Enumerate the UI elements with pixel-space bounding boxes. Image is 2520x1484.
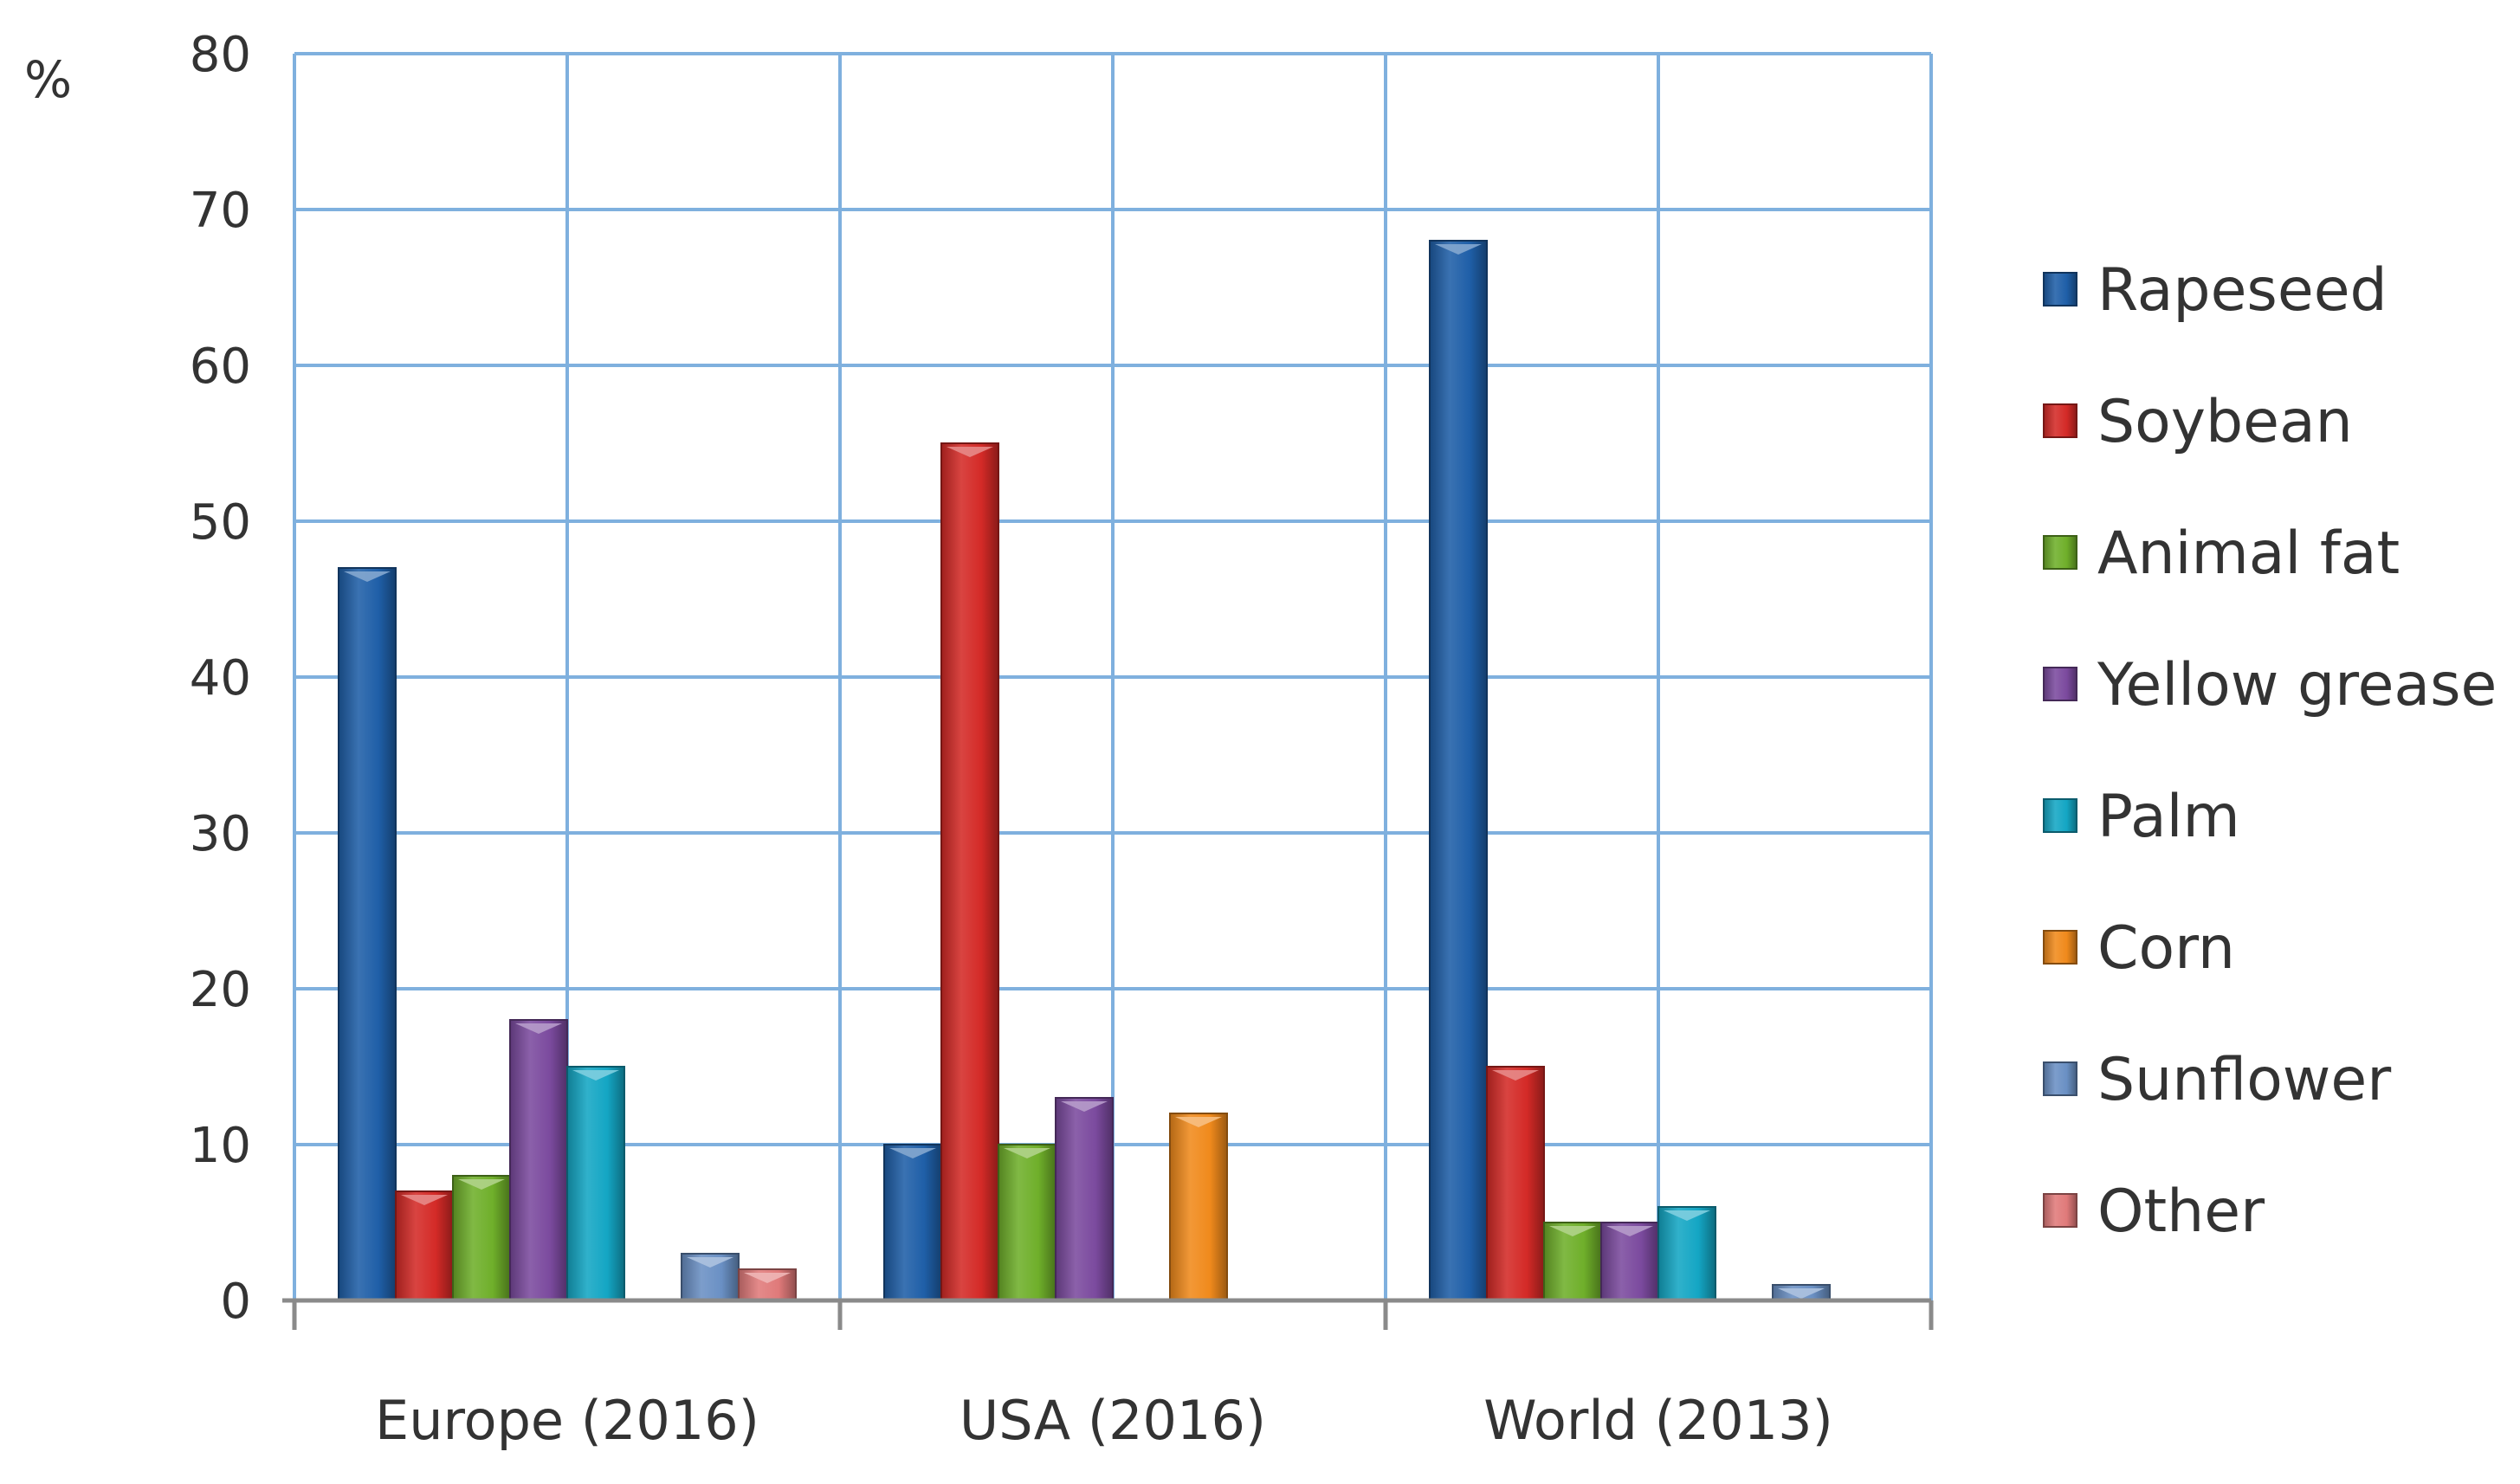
legend-label-other: Other	[2097, 1178, 2265, 1246]
y-tick-label: 70	[190, 183, 251, 239]
category-label-europe-2016: Europe (2016)	[375, 1389, 759, 1452]
bar-top-soybean-world-2013	[1492, 1070, 1539, 1081]
bar-animal-fat-europe-2016	[452, 1175, 511, 1301]
axes	[282, 1298, 1934, 1330]
bar-top-rapeseed-world-2013	[1435, 244, 1482, 255]
category-label-world-2013: World (2013)	[1483, 1389, 1833, 1452]
bar-soybean-usa-2016	[940, 442, 999, 1301]
bar-soybean-europe-2016	[395, 1190, 454, 1301]
legend-swatch-animal-fat	[2043, 535, 2077, 570]
bar-top-yellow-grease-usa-2016	[1061, 1101, 1108, 1112]
legend-swatch-other	[2043, 1193, 2077, 1228]
bar-top-palm-europe-2016	[572, 1070, 619, 1081]
bar-top-yellow-grease-europe-2016	[515, 1023, 562, 1034]
legend-swatch-corn	[2043, 930, 2077, 965]
legend-label-sunflower: Sunflower	[2097, 1046, 2391, 1114]
legend-label-palm: Palm	[2097, 783, 2240, 851]
y-tick-label: 20	[190, 962, 251, 1018]
legend-swatch-rapeseed	[2043, 272, 2077, 306]
y-tick-label: 50	[190, 494, 251, 551]
y-tick-label: 60	[190, 339, 251, 395]
legend-label-corn: Corn	[2097, 914, 2235, 983]
legend-label-animal-fat: Animal fat	[2097, 519, 2400, 588]
bar-rapeseed-world-2013	[1429, 240, 1488, 1301]
bar-top-animal-fat-usa-2016	[1004, 1148, 1050, 1158]
bar-top-soybean-europe-2016	[401, 1195, 448, 1205]
bar-top-sunflower-world-2013	[1778, 1288, 1825, 1299]
legend-label-yellow-grease: Yellow grease	[2097, 651, 2497, 719]
y-tick-label: 80	[190, 27, 251, 83]
bar-rapeseed-usa-2016	[883, 1144, 942, 1301]
bar-top-other-europe-2016	[744, 1273, 791, 1283]
bar-top-rapeseed-usa-2016	[889, 1148, 936, 1158]
bar-top-soybean-usa-2016	[947, 447, 993, 457]
bar-top-animal-fat-europe-2016	[458, 1179, 505, 1190]
bar-animal-fat-usa-2016	[998, 1144, 1056, 1301]
legend-label-rapeseed: Rapeseed	[2097, 256, 2388, 325]
bar-top-corn-usa-2016	[1175, 1117, 1222, 1127]
legend-label-soybean: Soybean	[2097, 388, 2353, 456]
y-tick-label: 10	[190, 1118, 251, 1174]
bar-yellow-grease-europe-2016	[509, 1019, 568, 1301]
bar-top-palm-world-2013	[1664, 1210, 1710, 1221]
bar-palm-world-2013	[1657, 1206, 1716, 1301]
y-axis-label: %	[24, 50, 72, 109]
legend-swatch-yellow-grease	[2043, 667, 2077, 701]
y-tick-label: 30	[190, 806, 251, 862]
bar-top-yellow-grease-world-2013	[1606, 1226, 1653, 1236]
legend-swatch-palm	[2043, 798, 2077, 833]
category-label-usa-2016: USA (2016)	[960, 1389, 1266, 1452]
bar-soybean-world-2013	[1486, 1066, 1545, 1301]
y-tick-label: 40	[190, 650, 251, 707]
bars	[338, 240, 1831, 1301]
bar-palm-europe-2016	[566, 1066, 625, 1301]
y-tick-label: 0	[220, 1274, 251, 1330]
labels: 0 10 20 30 40 50 60 70 80% Europe (2016) USA (2016…	[24, 27, 1833, 1452]
bar-top-rapeseed-europe-2016	[344, 571, 391, 582]
gridlines	[293, 52, 1933, 1302]
bar-rapeseed-europe-2016	[338, 567, 397, 1301]
bar-yellow-grease-usa-2016	[1055, 1097, 1114, 1301]
bar-corn-usa-2016	[1169, 1113, 1228, 1301]
legend-swatch-soybean	[2043, 403, 2077, 438]
legend-swatch-sunflower	[2043, 1061, 2077, 1096]
bar-top-animal-fat-world-2013	[1549, 1226, 1596, 1236]
legend: Rapeseed Soybean Animal fat Yellow grease Pa…	[2043, 256, 2497, 1246]
bar-top-sunflower-europe-2016	[687, 1257, 733, 1268]
